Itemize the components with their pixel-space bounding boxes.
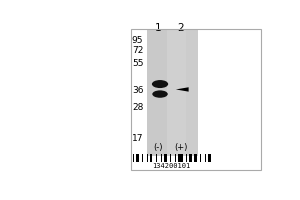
Bar bbox=[142, 154, 143, 162]
Bar bbox=[194, 154, 197, 162]
Bar bbox=[189, 154, 192, 162]
Bar bbox=[161, 154, 162, 162]
Bar bbox=[164, 154, 167, 162]
Bar bbox=[178, 154, 183, 162]
Ellipse shape bbox=[152, 90, 168, 98]
Bar bbox=[205, 154, 206, 162]
Text: 2: 2 bbox=[177, 23, 184, 33]
Bar bbox=[147, 154, 148, 162]
Bar bbox=[133, 154, 134, 162]
Text: 28: 28 bbox=[132, 103, 143, 112]
Bar bbox=[130, 29, 261, 170]
Bar bbox=[136, 154, 139, 162]
Text: 134200101: 134200101 bbox=[152, 163, 190, 169]
Bar bbox=[200, 154, 201, 162]
Bar bbox=[175, 154, 176, 162]
Text: 72: 72 bbox=[132, 46, 143, 55]
Text: 55: 55 bbox=[132, 59, 143, 68]
Bar bbox=[156, 154, 157, 162]
Bar bbox=[170, 154, 171, 162]
Text: 36: 36 bbox=[132, 86, 143, 95]
Bar bbox=[150, 154, 152, 162]
Text: (+): (+) bbox=[174, 143, 187, 152]
Text: 1: 1 bbox=[155, 23, 162, 33]
Text: (-): (-) bbox=[154, 143, 163, 152]
Bar bbox=[167, 30, 186, 156]
Ellipse shape bbox=[152, 80, 168, 88]
Bar bbox=[185, 154, 187, 162]
Bar bbox=[147, 30, 198, 156]
Bar bbox=[147, 30, 166, 156]
Polygon shape bbox=[176, 87, 189, 92]
Text: 95: 95 bbox=[132, 36, 143, 45]
Bar bbox=[208, 154, 211, 162]
Text: 17: 17 bbox=[132, 134, 143, 143]
